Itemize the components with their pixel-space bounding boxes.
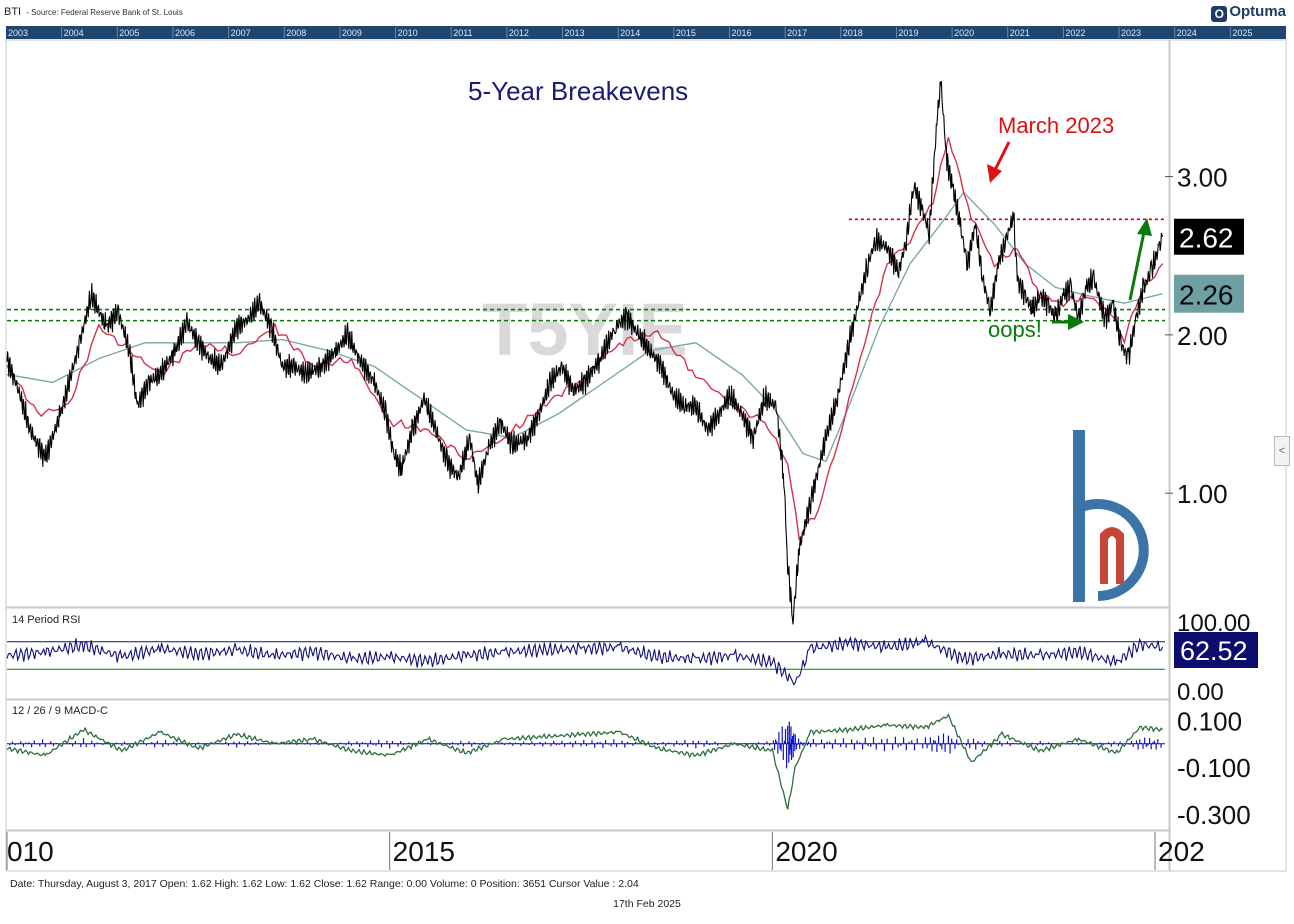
timeline-year-label: 2009 [342, 28, 362, 38]
axis-tick-labels: 3.002.001.002.622.26100.000.0062.520.100… [6, 163, 1258, 870]
chart-title: 5-Year Breakevens [468, 76, 688, 106]
footer-date: 17th Feb 2025 [613, 898, 681, 910]
timeline-year-label: 2013 [565, 28, 585, 38]
timeline-year-label: 2014 [620, 28, 640, 38]
macd-panel-title: 12 / 26 / 9 MACD-C [12, 705, 108, 717]
march-2023-label: March 2023 [998, 113, 1114, 138]
macd-y-tick-label: -0.300 [1177, 800, 1251, 830]
timeline-year-label: 2017 [787, 28, 807, 38]
last-price-badge [1174, 218, 1244, 255]
cursor-status-bar: Date: Thursday, August 3, 2017 Open: 1.6… [10, 878, 639, 890]
price-y-tick-label: 3.00 [1177, 163, 1228, 193]
rsi-value-badge [1174, 632, 1258, 668]
timeline-year-label: 2020 [954, 28, 974, 38]
march-arrow-head [987, 164, 1002, 183]
x-axis-tick-label: 2015 [393, 836, 455, 867]
macd-line [6, 712, 1164, 810]
rsi-value-label: 62.52 [1180, 636, 1248, 666]
uptrend-arrow-shaft [1128, 231, 1146, 301]
timeline-year-label: 2018 [843, 28, 863, 38]
moving-average-value-label: 2.26 [1179, 280, 1234, 311]
timeline-year-label: 2021 [1010, 28, 1030, 38]
chart-header: BTI - Source: Federal Reserve Bank of St… [4, 6, 183, 18]
timeline-year-label: 2008 [286, 28, 306, 38]
optuma-logo: O Optuma [1211, 3, 1286, 22]
timeline-year-label: 2015 [676, 28, 696, 38]
rsi-line [6, 633, 1164, 686]
rsi-panel-title: 14 Period RSI [12, 614, 80, 626]
timeline-year-label: 2025 [1232, 28, 1252, 38]
rsi-y-tick-label: 0.00 [1177, 679, 1224, 706]
data-source-label: - Source: Federal Reserve Bank of St. Lo… [26, 8, 183, 17]
timeline-year-label: 2019 [898, 28, 918, 38]
price-series-group [6, 80, 1164, 625]
timeline-labels: 2003 2004 2005 2006 2007 2008 2009 2010 2011 2012… [8, 27, 1252, 38]
x-axis-panel [5, 830, 1170, 872]
timeline-year-label: 2023 [1121, 28, 1141, 38]
timeline-year-label: 2006 [175, 28, 195, 38]
price-y-tick-label: 1.00 [1177, 479, 1228, 509]
timeline-year-label: 2005 [119, 28, 139, 38]
price-y-tick-label: 2.00 [1177, 321, 1228, 351]
price-line [6, 80, 1164, 625]
timeline-year-label: 2003 [8, 28, 28, 38]
optuma-logo-icon: O [1211, 6, 1228, 22]
macd-series-group: 12 / 26 / 9 MACD-C [6, 705, 1165, 810]
last-price-label: 2.62 [1179, 223, 1234, 254]
optuma-logo-text: Optuma [1229, 3, 1286, 20]
timeline-year-label: 2022 [1065, 28, 1085, 38]
macd-y-tick-label: -0.100 [1177, 753, 1251, 783]
level-lines [7, 218, 1165, 322]
timeline-year-label: 2007 [231, 28, 251, 38]
timeline-bar[interactable] [6, 26, 1286, 39]
timeline-year-label: 2024 [1177, 28, 1197, 38]
uptrend-arrow-head [1137, 218, 1152, 236]
x-axis-tick-label: 202 [1158, 836, 1205, 867]
slow-moving-average-line [6, 191, 1163, 463]
x-axis-tick-label: 2020 [775, 836, 837, 867]
collapse-panel-tab[interactable]: < [1274, 436, 1290, 466]
y-axis-panel [1169, 39, 1287, 872]
moving-average-badge [1174, 274, 1244, 313]
symbol-label: BTI [4, 6, 22, 18]
march-arrow-shaft [992, 141, 1011, 173]
oops-label: oops! [988, 317, 1042, 342]
timeline-year-label: 2012 [509, 28, 529, 38]
timeline-year-label: 2010 [398, 28, 418, 38]
price-panel [5, 39, 1170, 608]
timeline-year-label: 2011 [453, 28, 472, 38]
x-axis-tick-label: 010 [7, 836, 54, 867]
timeline-year-label: 2016 [731, 28, 751, 38]
macd-y-tick-label: 0.100 [1177, 706, 1242, 736]
symbol-watermark: T5YIE [482, 288, 688, 371]
rsi-series-group: 14 Period RSI [6, 614, 1165, 686]
oops-arrow-head [1068, 314, 1084, 330]
timeline-year-label: 2004 [64, 28, 84, 38]
brand-monogram-logo [1073, 430, 1149, 602]
macd-panel [5, 699, 1170, 831]
